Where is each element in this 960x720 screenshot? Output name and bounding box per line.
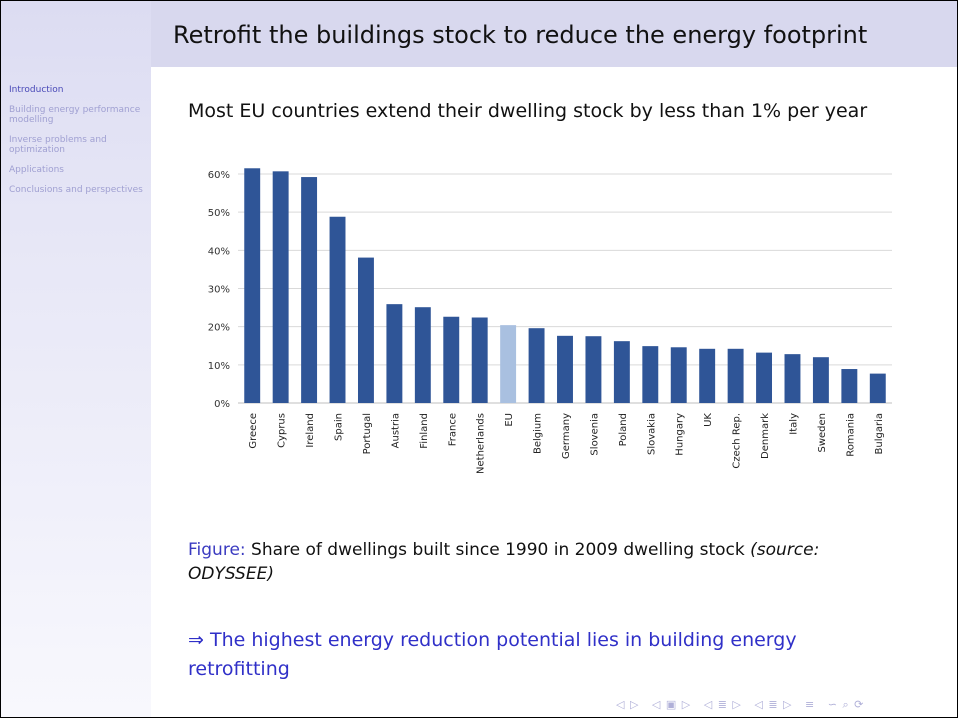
x-tick-label: Italy (788, 413, 799, 435)
y-tick-label: 0% (214, 399, 230, 410)
sidebar-item-inverse-problems[interactable]: Inverse problems and optimization (9, 135, 107, 155)
bar-chart: 0% 10% 20% 30% 40% 50% 60% Greece Cyprus Ireland S… (186, 150, 906, 524)
bar (670, 347, 687, 403)
caption-text: Share of dwellings built since 1990 in 2… (251, 540, 745, 560)
nav-search-icon[interactable]: ∽ ⌕ ⟳ (827, 698, 865, 711)
sidebar: Introduction Building energy performance… (1, 1, 151, 717)
x-tick-label: Slovakia (646, 413, 657, 455)
slide-subtitle: Most EU countries extend their dwelling … (188, 100, 868, 122)
x-tick-label: Finland (419, 413, 430, 449)
conclusion-text: ⇒ The highest energy reduction potential… (188, 629, 797, 680)
bar (471, 317, 488, 403)
x-tick-label: Ireland (305, 413, 316, 448)
bar (386, 304, 403, 403)
x-tick-label: Portugal (362, 413, 373, 454)
bar (812, 357, 829, 403)
x-tick-label: Slovenia (589, 413, 600, 456)
bar (585, 336, 602, 403)
x-tick-label: Romania (845, 413, 856, 457)
bar (244, 168, 261, 403)
x-tick-label: Belgium (533, 413, 544, 454)
bar (414, 307, 431, 403)
x-tick-label: Greece (248, 413, 259, 449)
caption-label: Figure: (188, 540, 246, 560)
bar (841, 369, 858, 403)
figure-caption: Figure: Share of dwellings built since 1… (188, 538, 908, 586)
y-tick-label: 50% (208, 208, 230, 219)
bar (642, 346, 659, 403)
caption-source: (source: ODYSSEE) (188, 540, 820, 584)
y-tick-label: 60% (208, 170, 230, 181)
bar (869, 373, 886, 403)
x-tick-label: Austria (390, 413, 401, 448)
nav-subsection-icon[interactable]: ◁ ≣ ▷ (703, 698, 742, 711)
slide-title: Retrofit the buildings stock to reduce t… (173, 21, 868, 49)
y-tick-label: 30% (208, 285, 230, 296)
bar (357, 257, 374, 403)
slide-header: Retrofit the buildings stock to reduce t… (151, 1, 957, 67)
bar (528, 328, 545, 403)
x-tick-label: Bulgaria (874, 413, 885, 454)
bar (443, 316, 460, 403)
bar (557, 335, 573, 403)
nav-section-icon[interactable]: ◁ ≣ ▷ (754, 698, 793, 711)
bar (329, 216, 346, 403)
beamer-navigation: ◁ ▷ ◁ ▣ ▷ ◁ ≣ ▷ ◁ ≣ ▷ ≡ ∽ ⌕ ⟳ (616, 698, 872, 712)
bar-chart-svg: 0% 10% 20% 30% 40% 50% 60% Greece Cyprus Ireland S… (208, 168, 892, 474)
x-tick-label: Denmark (760, 413, 771, 459)
sidebar-item-conclusions[interactable]: Conclusions and perspectives (9, 185, 143, 195)
bar (301, 177, 318, 403)
x-tick-label: Sweden (817, 413, 828, 453)
bar (500, 325, 517, 403)
x-tick-label: Germany (561, 413, 572, 459)
x-tick-label: EU (504, 413, 515, 427)
x-tick-label: France (447, 413, 458, 446)
sidebar-item-building-energy-modelling[interactable]: Building energy performance modelling (9, 105, 141, 125)
bar (756, 352, 773, 403)
y-tick-label: 10% (208, 361, 230, 372)
x-tick-label: Netherlands (476, 413, 487, 474)
sidebar-item-applications[interactable]: Applications (9, 165, 64, 175)
bar (727, 348, 744, 403)
x-tick-label: Poland (618, 413, 629, 446)
bar (613, 341, 630, 403)
sidebar-nav: Introduction Building energy performance… (1, 1, 151, 195)
bar (784, 354, 801, 403)
y-tick-label: 20% (208, 323, 230, 334)
nav-outline-icon[interactable]: ≡ (805, 698, 816, 711)
y-tick-label: 40% (208, 246, 230, 257)
nav-frame-icon[interactable]: ◁ ▷ (616, 698, 640, 711)
bar (699, 348, 716, 403)
x-tick-label: Czech Rep. (732, 413, 743, 469)
sidebar-item-introduction[interactable]: Introduction (9, 85, 64, 95)
bar (272, 171, 289, 403)
nav-slide-icon[interactable]: ◁ ▣ ▷ (651, 698, 692, 711)
x-tick-label: Hungary (675, 413, 686, 456)
x-tick-label: Spain (334, 413, 345, 441)
x-tick-label: UK (703, 413, 714, 427)
x-tick-label: Cyprus (277, 413, 288, 448)
